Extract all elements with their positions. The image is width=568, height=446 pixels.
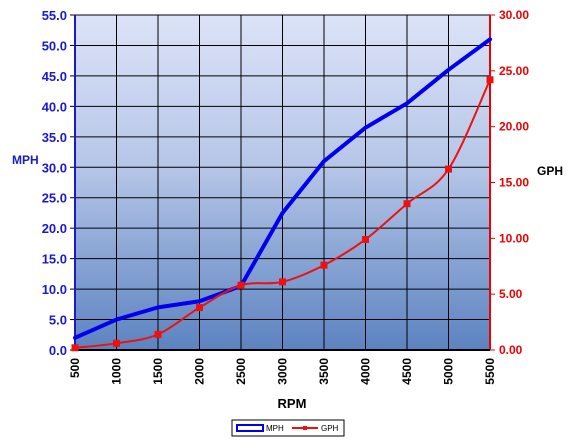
series-line-mph xyxy=(73,37,492,340)
y-tick-label: 50.0 xyxy=(42,38,67,53)
y-tick-label: 55.0 xyxy=(42,8,67,23)
data-point-gph xyxy=(113,339,120,347)
data-point-gph xyxy=(154,330,162,338)
y-tick-label: 40.0 xyxy=(42,99,67,114)
legend-label-gph: GPH xyxy=(321,424,339,433)
x-tick-label: 2000 xyxy=(193,358,207,385)
data-point-gph xyxy=(71,344,79,352)
legend-marker-gph xyxy=(303,426,307,430)
y-tick-label: 30.0 xyxy=(42,160,67,175)
x-tick-label: 4000 xyxy=(359,358,373,385)
x-tick-label: 3000 xyxy=(276,358,290,385)
data-point-gph xyxy=(445,165,452,173)
y-tick-label: 0.0 xyxy=(49,343,67,358)
data-point-gph xyxy=(362,235,369,243)
y-tick-label: 15.0 xyxy=(42,252,67,267)
y-tick-label: 10.0 xyxy=(42,282,67,297)
y2-tick-label: 0.00 xyxy=(499,343,523,357)
data-point-gph xyxy=(403,200,411,208)
data-point-gph xyxy=(279,278,286,286)
axes xyxy=(70,14,495,351)
legend-label-mph: MPH xyxy=(266,424,284,433)
x-tick-label: 5500 xyxy=(483,358,497,385)
legend-swatch-mph xyxy=(236,424,264,432)
x-axis-title: RPM xyxy=(278,396,307,411)
y-axis-title: MPH xyxy=(12,153,39,167)
data-point-gph xyxy=(196,304,203,312)
y2-tick-label: 25.00 xyxy=(499,64,529,78)
y2-tick-label: 30.00 xyxy=(499,8,529,22)
legend: MPH GPH xyxy=(231,419,345,437)
data-point-gph xyxy=(486,76,494,84)
y-tick-label: 45.0 xyxy=(42,69,67,84)
data-point-gph xyxy=(237,281,245,289)
x-tick-label: 1000 xyxy=(110,358,124,385)
series xyxy=(71,37,494,352)
x-tick-label: 1500 xyxy=(151,358,165,385)
y2-tick-label: 5.00 xyxy=(499,287,523,301)
y-tick-label: 25.0 xyxy=(42,191,67,206)
x-tick-label: 3500 xyxy=(317,358,331,385)
x-tick-label: 4500 xyxy=(400,358,414,385)
x-tick-label: 500 xyxy=(68,358,82,378)
y-tick-label: 20.0 xyxy=(42,221,67,236)
x-tick-label: 2500 xyxy=(234,358,248,385)
y2-tick-label: 15.00 xyxy=(499,176,529,190)
y2-tick-label: 10.00 xyxy=(499,231,529,245)
y2-tick-label: 20.00 xyxy=(499,120,529,134)
tick-labels: 500 1000 1500 2000 2500 3000 3500 4000 4500 5000 5… xyxy=(42,8,530,385)
y2-axis-title: GPH xyxy=(537,164,563,178)
y-tick-label: 5.0 xyxy=(49,313,67,328)
y-tick-label: 35.0 xyxy=(42,130,67,145)
data-point-gph xyxy=(320,261,328,269)
x-tick-label: 5000 xyxy=(442,358,456,385)
